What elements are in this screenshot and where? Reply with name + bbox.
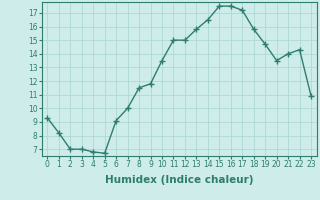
- X-axis label: Humidex (Indice chaleur): Humidex (Indice chaleur): [105, 175, 253, 185]
